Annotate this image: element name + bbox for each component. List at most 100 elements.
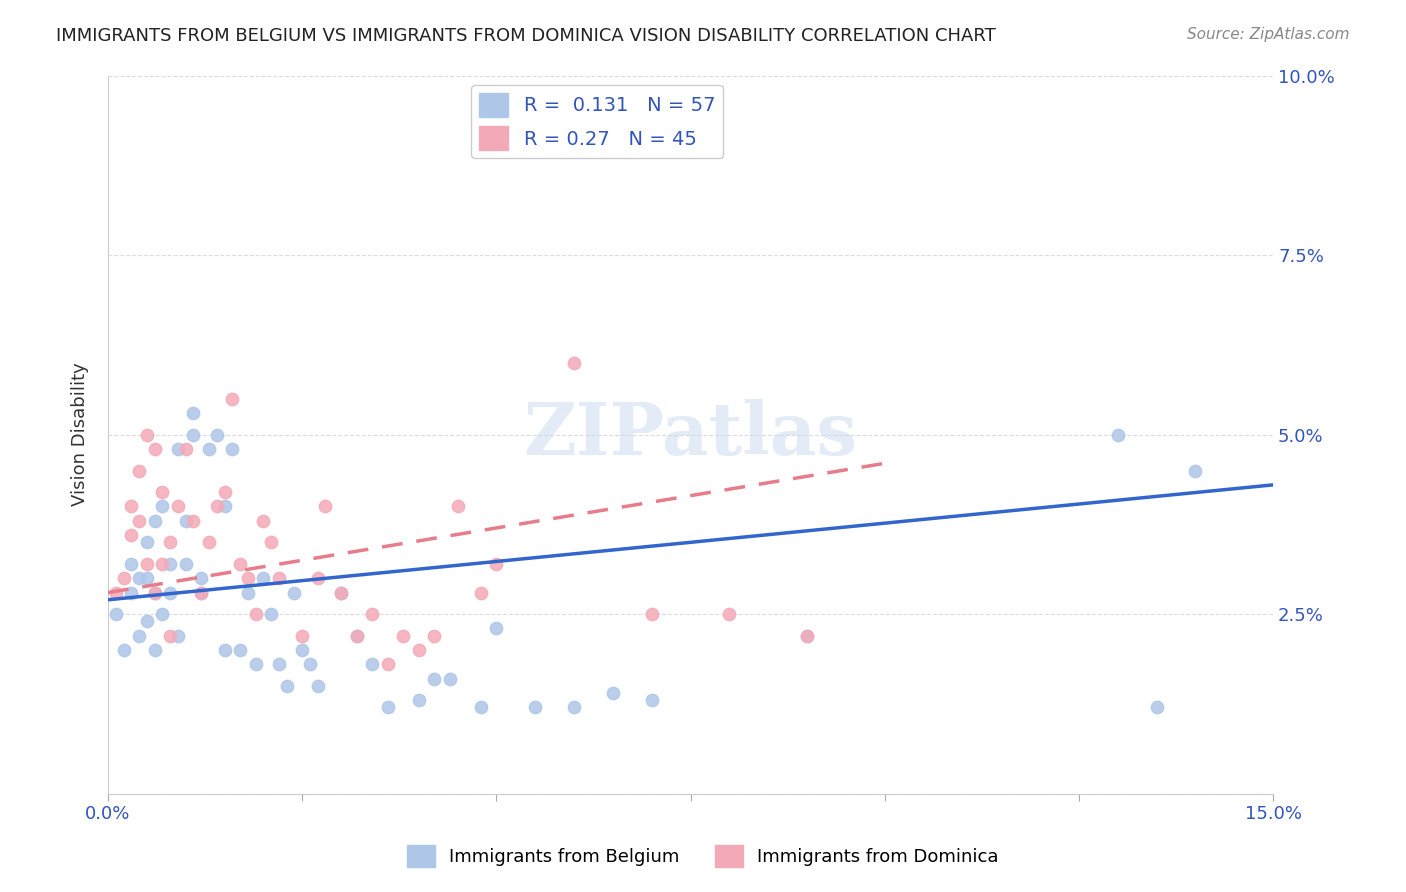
Point — [190, 571, 212, 585]
Point — [135, 427, 157, 442]
Point — [221, 442, 243, 456]
Point — [167, 500, 190, 514]
Point — [392, 629, 415, 643]
Point — [1184, 463, 1206, 477]
Point — [330, 585, 353, 599]
Point — [252, 514, 274, 528]
Point — [128, 629, 150, 643]
Point — [796, 629, 818, 643]
Point — [236, 585, 259, 599]
Point — [150, 485, 173, 500]
Point — [377, 700, 399, 714]
Point — [120, 528, 142, 542]
Point — [361, 607, 384, 621]
Point — [135, 535, 157, 549]
Point — [143, 442, 166, 456]
Point — [135, 571, 157, 585]
Point — [236, 571, 259, 585]
Point — [214, 643, 236, 657]
Point — [267, 657, 290, 672]
Point — [135, 615, 157, 629]
Point — [120, 557, 142, 571]
Point — [112, 571, 135, 585]
Point — [1146, 700, 1168, 714]
Point — [150, 607, 173, 621]
Point — [221, 392, 243, 406]
Point — [307, 679, 329, 693]
Point — [190, 585, 212, 599]
Point — [128, 463, 150, 477]
Point — [408, 693, 430, 707]
Point — [276, 679, 298, 693]
Point — [205, 500, 228, 514]
Point — [562, 700, 585, 714]
Point — [167, 629, 190, 643]
Text: Source: ZipAtlas.com: Source: ZipAtlas.com — [1187, 27, 1350, 42]
Point — [439, 672, 461, 686]
Point — [408, 643, 430, 657]
Point — [314, 500, 336, 514]
Point — [291, 629, 314, 643]
Point — [159, 629, 181, 643]
Point — [423, 629, 446, 643]
Point — [120, 585, 142, 599]
Point — [190, 585, 212, 599]
Point — [524, 700, 547, 714]
Point — [198, 535, 221, 549]
Point — [174, 557, 197, 571]
Text: ZIPatlas: ZIPatlas — [523, 399, 858, 470]
Point — [143, 585, 166, 599]
Point — [346, 629, 368, 643]
Legend: R =  0.131   N = 57, R = 0.27   N = 45: R = 0.131 N = 57, R = 0.27 N = 45 — [471, 86, 723, 158]
Point — [205, 427, 228, 442]
Point — [174, 442, 197, 456]
Point — [446, 500, 468, 514]
Point — [229, 643, 252, 657]
Point — [330, 585, 353, 599]
Point — [167, 442, 190, 456]
Point — [307, 571, 329, 585]
Point — [183, 427, 205, 442]
Point — [562, 356, 585, 370]
Point — [229, 557, 252, 571]
Point — [361, 657, 384, 672]
Point — [150, 557, 173, 571]
Point — [485, 557, 508, 571]
Point — [470, 585, 492, 599]
Point — [641, 693, 664, 707]
Point — [128, 514, 150, 528]
Legend: Immigrants from Belgium, Immigrants from Dominica: Immigrants from Belgium, Immigrants from… — [401, 838, 1005, 874]
Point — [104, 607, 127, 621]
Point — [112, 643, 135, 657]
Point — [346, 629, 368, 643]
Point — [796, 629, 818, 643]
Point — [183, 514, 205, 528]
Text: IMMIGRANTS FROM BELGIUM VS IMMIGRANTS FROM DOMINICA VISION DISABILITY CORRELATIO: IMMIGRANTS FROM BELGIUM VS IMMIGRANTS FR… — [56, 27, 995, 45]
Point — [283, 585, 305, 599]
Point — [470, 700, 492, 714]
Point — [143, 643, 166, 657]
Point — [298, 657, 321, 672]
Point — [602, 686, 624, 700]
Point — [485, 622, 508, 636]
Point — [135, 557, 157, 571]
Point — [641, 607, 664, 621]
Point — [245, 657, 267, 672]
Point — [214, 500, 236, 514]
Point — [150, 500, 173, 514]
Point — [120, 500, 142, 514]
Point — [159, 535, 181, 549]
Point — [198, 442, 221, 456]
Point — [1107, 427, 1129, 442]
Point — [174, 514, 197, 528]
Y-axis label: Vision Disability: Vision Disability — [72, 363, 89, 507]
Point — [718, 607, 741, 621]
Point — [214, 485, 236, 500]
Point — [245, 607, 267, 621]
Point — [267, 571, 290, 585]
Point — [183, 406, 205, 420]
Point — [143, 514, 166, 528]
Point — [291, 643, 314, 657]
Point — [104, 585, 127, 599]
Point — [252, 571, 274, 585]
